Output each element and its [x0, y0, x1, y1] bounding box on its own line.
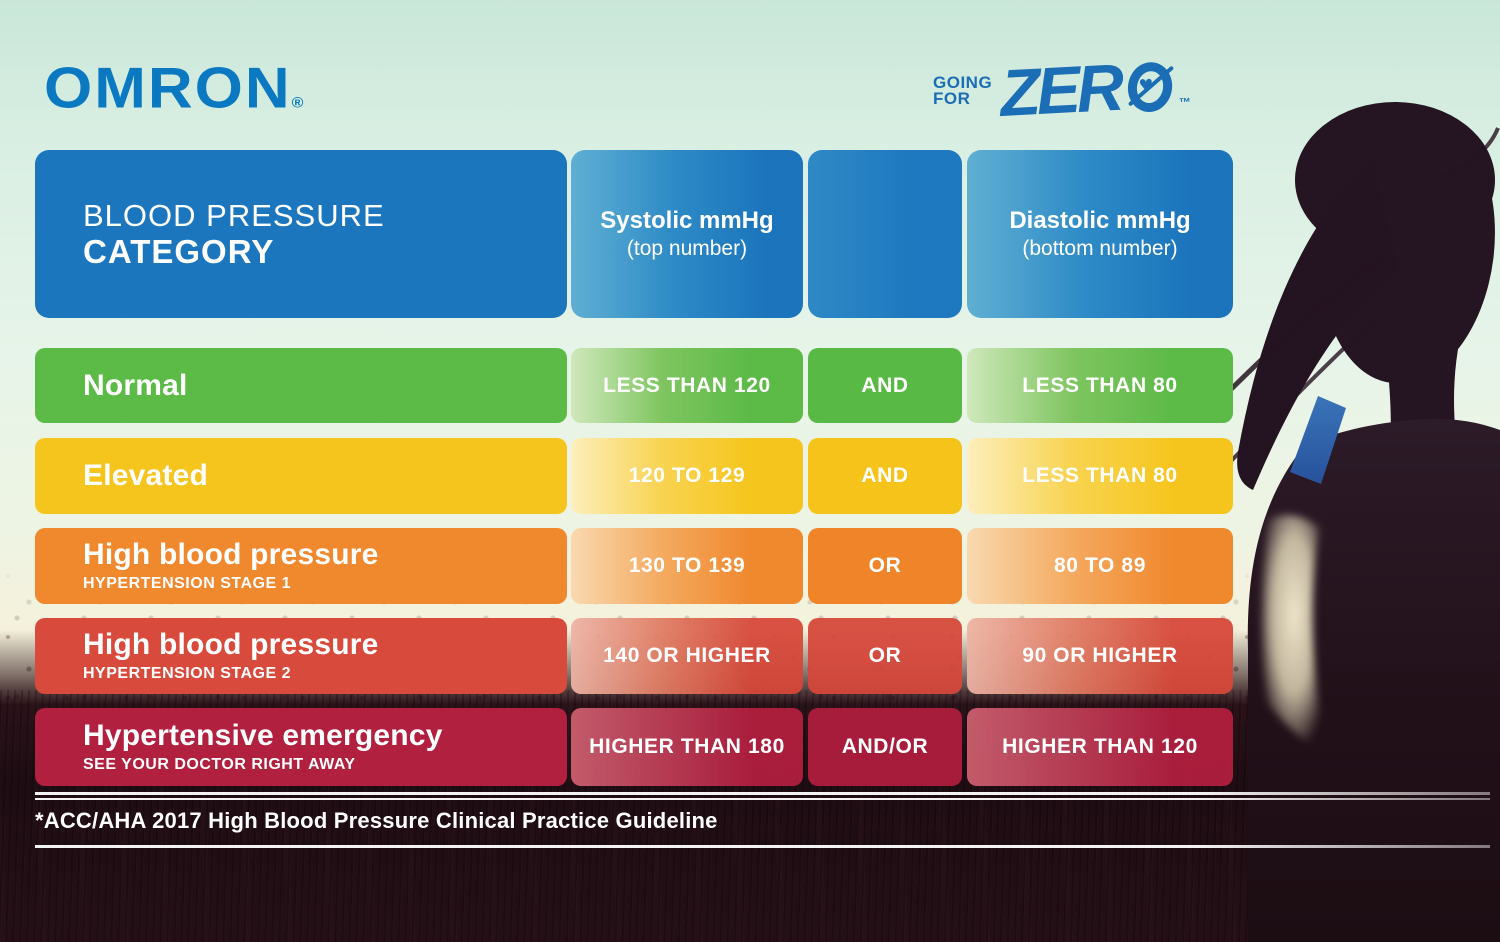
category-cell: Hypertensive emergency SEE YOUR DOCTOR R… [35, 708, 567, 786]
systolic-value: 140 OR HIGHER [603, 644, 771, 667]
systolic-value: 130 TO 139 [628, 554, 746, 577]
connector-cell: AND [808, 348, 962, 423]
diastolic-cell: 80 TO 89 [967, 528, 1233, 604]
connector-value: AND [861, 373, 909, 397]
systolic-cell: LESS THAN 120 [571, 348, 803, 423]
separator-line-top-2 [35, 798, 1490, 800]
connector-header-cell [808, 150, 962, 318]
diastolic-cell: 90 OR HIGHER [967, 618, 1233, 694]
systolic-cell: 140 OR HIGHER [571, 618, 803, 694]
going-for-zero-logo: GOING FOR ZER ♥ ™ [933, 50, 1191, 130]
diastolic-value: LESS THAN 80 [1022, 464, 1178, 487]
table-header-row: BLOOD PRESSURE CATEGORY Systolic mmHg (t… [35, 150, 1233, 318]
category-label: High blood pressure [83, 628, 379, 662]
category-cell: Normal [35, 348, 567, 423]
bp-category-table: BLOOD PRESSURE CATEGORY Systolic mmHg (t… [35, 150, 1233, 800]
category-header-line1: BLOOD PRESSURE [83, 197, 385, 233]
bp-row-normal: Normal LESS THAN 120 AND LESS THAN 80 [35, 348, 1233, 423]
category-label: Hypertensive emergency [83, 719, 443, 753]
connector-cell: OR [808, 618, 962, 694]
bp-row-elevated: Elevated 120 TO 129 AND LESS THAN 80 [35, 438, 1233, 514]
separator-line-top-1 [35, 792, 1490, 795]
category-sublabel: HYPERTENSION STAGE 1 [83, 574, 291, 592]
systolic-value: 120 TO 129 [628, 464, 746, 487]
for-line: FOR [933, 89, 971, 109]
separator-line-bottom [35, 845, 1490, 848]
bp-row-hypertensive-emergency: Hypertensive emergency SEE YOUR DOCTOR R… [35, 708, 1233, 786]
going-for-text: GOING FOR [933, 73, 993, 109]
systolic-header-title: Systolic mmHg [600, 206, 774, 234]
diastolic-cell: LESS THAN 80 [967, 348, 1233, 423]
connector-value: OR [868, 554, 902, 577]
diastolic-cell: HIGHER THAN 120 [967, 708, 1233, 786]
zero-o-heart-icon: ♥ [1123, 58, 1177, 116]
registered-trademark-icon: ® [291, 95, 304, 112]
diastolic-header-cell: Diastolic mmHg (bottom number) [967, 150, 1233, 318]
connector-cell: OR [808, 528, 962, 604]
omron-logo: OMRON® [44, 56, 303, 121]
category-label: Normal [83, 368, 188, 402]
connector-value: AND [861, 464, 909, 487]
zero-letters: ZER [998, 49, 1123, 130]
runner-silhouette [1198, 102, 1500, 942]
systolic-header-sub: (top number) [626, 236, 748, 260]
category-cell: High blood pressure HYPERTENSION STAGE 2 [35, 618, 567, 694]
category-cell: Elevated [35, 438, 567, 514]
trademark-icon: ™ [1178, 95, 1192, 110]
diastolic-value: 90 OR HIGHER [1022, 644, 1178, 667]
systolic-cell: 130 TO 139 [571, 528, 803, 604]
omron-logo-text: OMRON [44, 56, 292, 121]
systolic-header-cell: Systolic mmHg (top number) [571, 150, 803, 318]
category-sublabel: HYPERTENSION STAGE 2 [83, 664, 291, 682]
category-sublabel: SEE YOUR DOCTOR RIGHT AWAY [83, 755, 356, 773]
connector-value: AND/OR [841, 735, 929, 758]
systolic-value: HIGHER THAN 180 [589, 735, 785, 758]
connector-cell: AND [808, 438, 962, 514]
category-header-cell: BLOOD PRESSURE CATEGORY [35, 150, 567, 318]
diastolic-cell: LESS THAN 80 [967, 438, 1233, 514]
connector-cell: AND/OR [808, 708, 962, 786]
diastolic-value: HIGHER THAN 120 [1002, 735, 1198, 758]
bp-row-hypertension-stage-1: High blood pressure HYPERTENSION STAGE 1… [35, 528, 1233, 604]
zero-wordmark: ZER ♥ ™ [998, 50, 1192, 130]
footer-note: *ACC/AHA 2017 High Blood Pressure Clinic… [35, 808, 718, 833]
going-line: GOING [933, 73, 993, 92]
diastolic-header-sub: (bottom number) [1022, 236, 1178, 260]
systolic-cell: HIGHER THAN 180 [571, 708, 803, 786]
connector-value: OR [868, 644, 902, 667]
category-label: Elevated [83, 459, 208, 493]
diastolic-value: 80 TO 89 [1054, 554, 1146, 577]
diastolic-header-title: Diastolic mmHg [1009, 206, 1191, 234]
category-header-line2: CATEGORY [83, 233, 275, 271]
category-label: High blood pressure [83, 538, 379, 572]
diastolic-value: LESS THAN 80 [1022, 373, 1178, 397]
systolic-cell: 120 TO 129 [571, 438, 803, 514]
category-cell: High blood pressure HYPERTENSION STAGE 1 [35, 528, 567, 604]
bp-row-hypertension-stage-2: High blood pressure HYPERTENSION STAGE 2… [35, 618, 1233, 694]
systolic-value: LESS THAN 120 [603, 373, 771, 397]
